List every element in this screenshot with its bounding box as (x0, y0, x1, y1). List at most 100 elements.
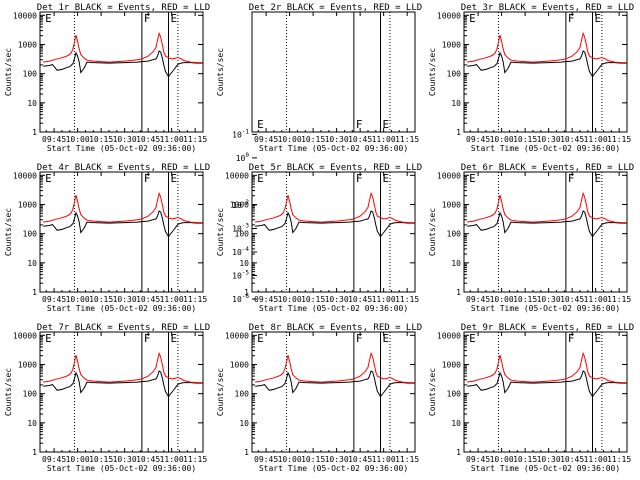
x-axis-label: Start Time (05-Oct-02 09:36:00) (471, 144, 620, 153)
x-tick-label: 11:00 (372, 455, 396, 464)
panel-det-2r: Det 2r BLACK = Events, RED = LLD Counts/s… (216, 3, 422, 304)
panel-title: Det 4r BLACK = Events, RED = LLD (37, 163, 210, 173)
x-tick-label: 10:15 (301, 295, 325, 304)
flag-label: E (469, 172, 476, 185)
x-tick-label: 10:30 (325, 135, 349, 144)
flag-label: E (383, 332, 390, 345)
y-tick-label: 1 (456, 288, 461, 297)
y-tick-label: 10-4 (232, 246, 249, 257)
y-tick-label: 100 (447, 390, 462, 399)
y-tick-label: 10 (451, 259, 461, 268)
x-tick-label: 10:00 (278, 455, 302, 464)
plot-frame (39, 11, 204, 133)
x-tick-label: 10:45 (348, 295, 372, 304)
y-tick-label: 100 (23, 70, 38, 79)
x-tick-label: 10:30 (325, 295, 349, 304)
flag-label: E (595, 172, 602, 185)
events-rate-line (467, 50, 627, 78)
flag-label: F (356, 118, 363, 131)
flag-label: F (144, 172, 151, 185)
plot-frame (463, 11, 628, 133)
flag-label: E (257, 332, 264, 345)
x-tick-label: 11:15 (183, 295, 207, 304)
y-tick-label: 100 (447, 70, 462, 79)
x-tick-label: 10:30 (113, 455, 137, 464)
y-tick-label: 1 (456, 448, 461, 457)
y-axis-label: Counts/sec (428, 48, 437, 96)
y-tick-label: 10000 (437, 171, 461, 180)
flag-label: E (595, 12, 602, 25)
x-tick-label: 11:00 (584, 135, 608, 144)
x-tick-label: 10:15 (301, 455, 325, 464)
y-tick-label: 100 (235, 230, 250, 239)
x-tick-label: 11:00 (160, 455, 184, 464)
x-tick-label: 11:15 (395, 135, 419, 144)
x-tick-label: 09:45 (466, 295, 490, 304)
panel-title: Det 7r BLACK = Events, RED = LLD (37, 323, 210, 333)
flag-label: E (171, 332, 178, 345)
y-tick-label: 10000 (437, 11, 461, 20)
x-tick-label: 09:45 (466, 455, 490, 464)
y-tick-label: 100 (236, 152, 250, 163)
y-tick-label: 1000 (18, 40, 37, 49)
lld-rate-line (467, 351, 627, 384)
plot-frame (251, 331, 416, 453)
y-axis-label: Counts/sec (4, 208, 13, 256)
x-tick-label: 10:30 (537, 135, 561, 144)
flag-label: F (568, 172, 575, 185)
lld-rate-line (43, 31, 203, 64)
flag-label: F (144, 12, 151, 25)
panel-det-5r: Det 5r BLACK = Events, RED = LLD Counts/s… (216, 163, 422, 313)
y-tick-label: 10000 (13, 331, 37, 340)
x-tick-label: 10:45 (560, 455, 584, 464)
panel-title: Det 5r BLACK = Events, RED = LLD (249, 163, 422, 173)
y-tick-label: 100 (23, 390, 38, 399)
y-tick-label: 1 (32, 288, 37, 297)
events-rate-line (467, 210, 627, 238)
flag-label: F (356, 332, 363, 345)
x-tick-label: 10:30 (325, 455, 349, 464)
x-tick-label: 10:15 (513, 455, 537, 464)
x-tick-label: 10:30 (113, 295, 137, 304)
x-tick-label: 11:00 (160, 295, 184, 304)
y-tick-label: 1 (244, 288, 249, 297)
x-axis-label: Start Time (05-Oct-02 09:36:00) (259, 464, 408, 473)
plot-frame (39, 171, 204, 293)
x-tick-label: 11:15 (183, 135, 207, 144)
x-axis-label: Start Time (05-Oct-02 09:36:00) (471, 464, 620, 473)
y-tick-label: 10 (27, 99, 37, 108)
plot-frame (463, 331, 628, 453)
x-tick-label: 11:15 (395, 455, 419, 464)
y-tick-label: 1 (456, 128, 461, 137)
x-tick-label: 10:30 (113, 135, 137, 144)
y-tick-label: 10-1 (232, 128, 249, 139)
y-tick-label: 10 (451, 99, 461, 108)
y-tick-label: 10 (239, 419, 249, 428)
lld-rate-line (467, 31, 627, 64)
x-tick-label: 10:15 (301, 135, 325, 144)
x-tick-label: 10:45 (560, 135, 584, 144)
flag-label: E (383, 172, 390, 185)
y-tick-label: 1000 (230, 360, 249, 369)
panel-title: Det 6r BLACK = Events, RED = LLD (461, 163, 634, 173)
lld-rate-line (43, 351, 203, 384)
y-tick-label: 10000 (225, 331, 249, 340)
x-tick-label: 10:45 (348, 455, 372, 464)
x-tick-label: 10:00 (490, 135, 514, 144)
x-tick-label: 11:00 (160, 135, 184, 144)
plot-frame (251, 171, 416, 293)
x-tick-label: 10:00 (66, 135, 90, 144)
lld-rate-line (255, 191, 415, 224)
flag-label: F (568, 332, 575, 345)
x-tick-label: 10:45 (136, 455, 160, 464)
x-tick-label: 11:00 (372, 135, 396, 144)
events-rate-line (467, 370, 627, 398)
y-tick-label: 10000 (13, 171, 37, 180)
y-axis-label: Counts/sec (4, 368, 13, 416)
panel-title: Det 2r BLACK = Events, RED = LLD (249, 3, 422, 13)
x-tick-label: 09:45 (42, 135, 66, 144)
y-tick-label: 10-3 (232, 222, 249, 233)
flag-label: E (469, 332, 476, 345)
x-tick-label: 10:15 (89, 295, 113, 304)
